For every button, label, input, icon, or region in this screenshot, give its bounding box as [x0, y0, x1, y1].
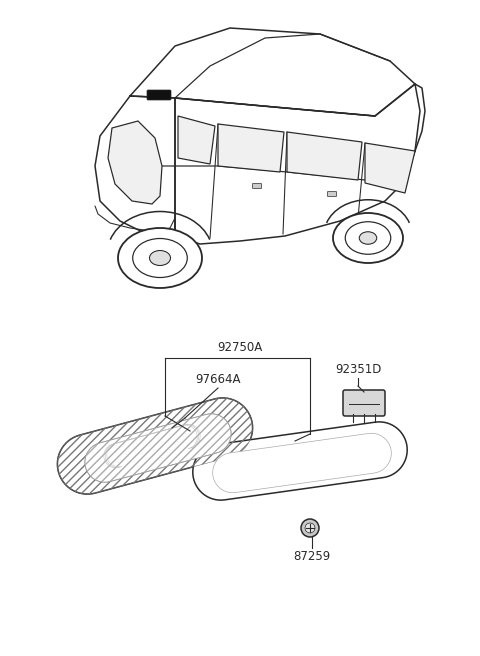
FancyBboxPatch shape: [327, 192, 336, 197]
Polygon shape: [95, 28, 420, 244]
Ellipse shape: [359, 232, 377, 244]
Text: 92750A: 92750A: [217, 341, 263, 354]
Circle shape: [305, 523, 315, 533]
Polygon shape: [85, 414, 231, 482]
Polygon shape: [213, 433, 391, 493]
FancyBboxPatch shape: [343, 390, 385, 416]
Polygon shape: [58, 398, 252, 494]
Circle shape: [301, 519, 319, 537]
Text: 97664A: 97664A: [195, 373, 241, 386]
Polygon shape: [193, 422, 407, 500]
Polygon shape: [365, 143, 415, 193]
Text: 87259: 87259: [293, 550, 331, 563]
Ellipse shape: [118, 228, 202, 288]
Polygon shape: [218, 124, 284, 172]
Polygon shape: [108, 121, 162, 204]
Ellipse shape: [149, 251, 170, 266]
FancyBboxPatch shape: [252, 184, 262, 188]
Polygon shape: [287, 132, 362, 180]
Ellipse shape: [333, 213, 403, 263]
Text: 92351D: 92351D: [335, 363, 381, 376]
Polygon shape: [178, 116, 215, 164]
FancyBboxPatch shape: [147, 90, 171, 100]
